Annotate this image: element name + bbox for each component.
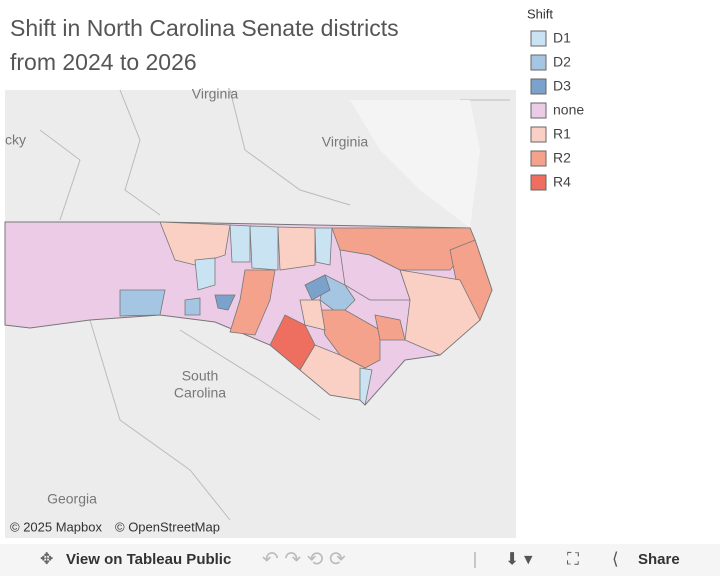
title-line: Shift in North Carolina Senate districts	[10, 15, 399, 41]
border	[39, 89, 510, 521]
legend-label: R2	[553, 150, 571, 166]
undo[interactable]: ↶ ↷ ⟲ ⟳	[262, 548, 346, 570]
district[interactable]	[319, 309, 381, 369]
download[interactable]: ⬇ ▾	[505, 549, 533, 568]
district[interactable]	[119, 289, 166, 317]
legend-swatch	[530, 78, 547, 95]
district[interactable]	[184, 297, 201, 316]
map-label: cky	[5, 132, 26, 148]
map-label: Georgia	[47, 491, 97, 507]
map-label: Virginia	[322, 134, 369, 150]
legend-label: D1	[553, 30, 571, 46]
district[interactable]	[277, 226, 316, 271]
district[interactable]	[299, 344, 366, 401]
land	[350, 100, 480, 228]
district[interactable]	[214, 294, 236, 311]
district[interactable]	[314, 227, 333, 266]
map-label: Carolina	[174, 385, 226, 401]
toolbar	[0, 544, 720, 576]
legend-swatch	[530, 102, 547, 119]
map-label: South	[182, 368, 219, 384]
legend-swatch	[530, 126, 547, 143]
legend-swatch	[530, 150, 547, 167]
district[interactable]	[194, 257, 216, 291]
district[interactable]	[304, 274, 331, 301]
attribution: © OpenStreetMap	[115, 519, 220, 534]
district[interactable]	[229, 269, 276, 336]
map-label: Virginia	[192, 86, 239, 102]
legend-label: R4	[553, 174, 571, 190]
title-line: from 2024 to 2026	[10, 49, 197, 75]
legend-label: none	[553, 102, 584, 118]
map[interactable]: VirginiaVirginiackySouthCarolinaGeorgia …	[4, 86, 516, 538]
district[interactable]	[299, 299, 326, 331]
district[interactable]	[374, 314, 406, 341]
share-button[interactable]: Share	[638, 551, 680, 568]
legend-swatch	[530, 174, 547, 191]
legend-swatch	[530, 30, 547, 47]
view-link[interactable]: View on Tableau Public	[66, 551, 231, 568]
legend-label: R1	[553, 126, 571, 142]
icon: ✥	[40, 551, 53, 568]
legend-label: D2	[553, 54, 571, 70]
legend-title: Shift	[527, 6, 553, 21]
fullscreen[interactable]: ⛶	[567, 549, 579, 568]
district[interactable]	[359, 367, 373, 406]
district[interactable]	[249, 225, 279, 271]
district[interactable]	[229, 224, 251, 263]
share-icon[interactable]: ⟨	[612, 549, 619, 568]
legend-label: D3	[553, 78, 571, 94]
attribution: © 2025 Mapbox	[10, 519, 102, 534]
legend-swatch	[530, 54, 547, 71]
